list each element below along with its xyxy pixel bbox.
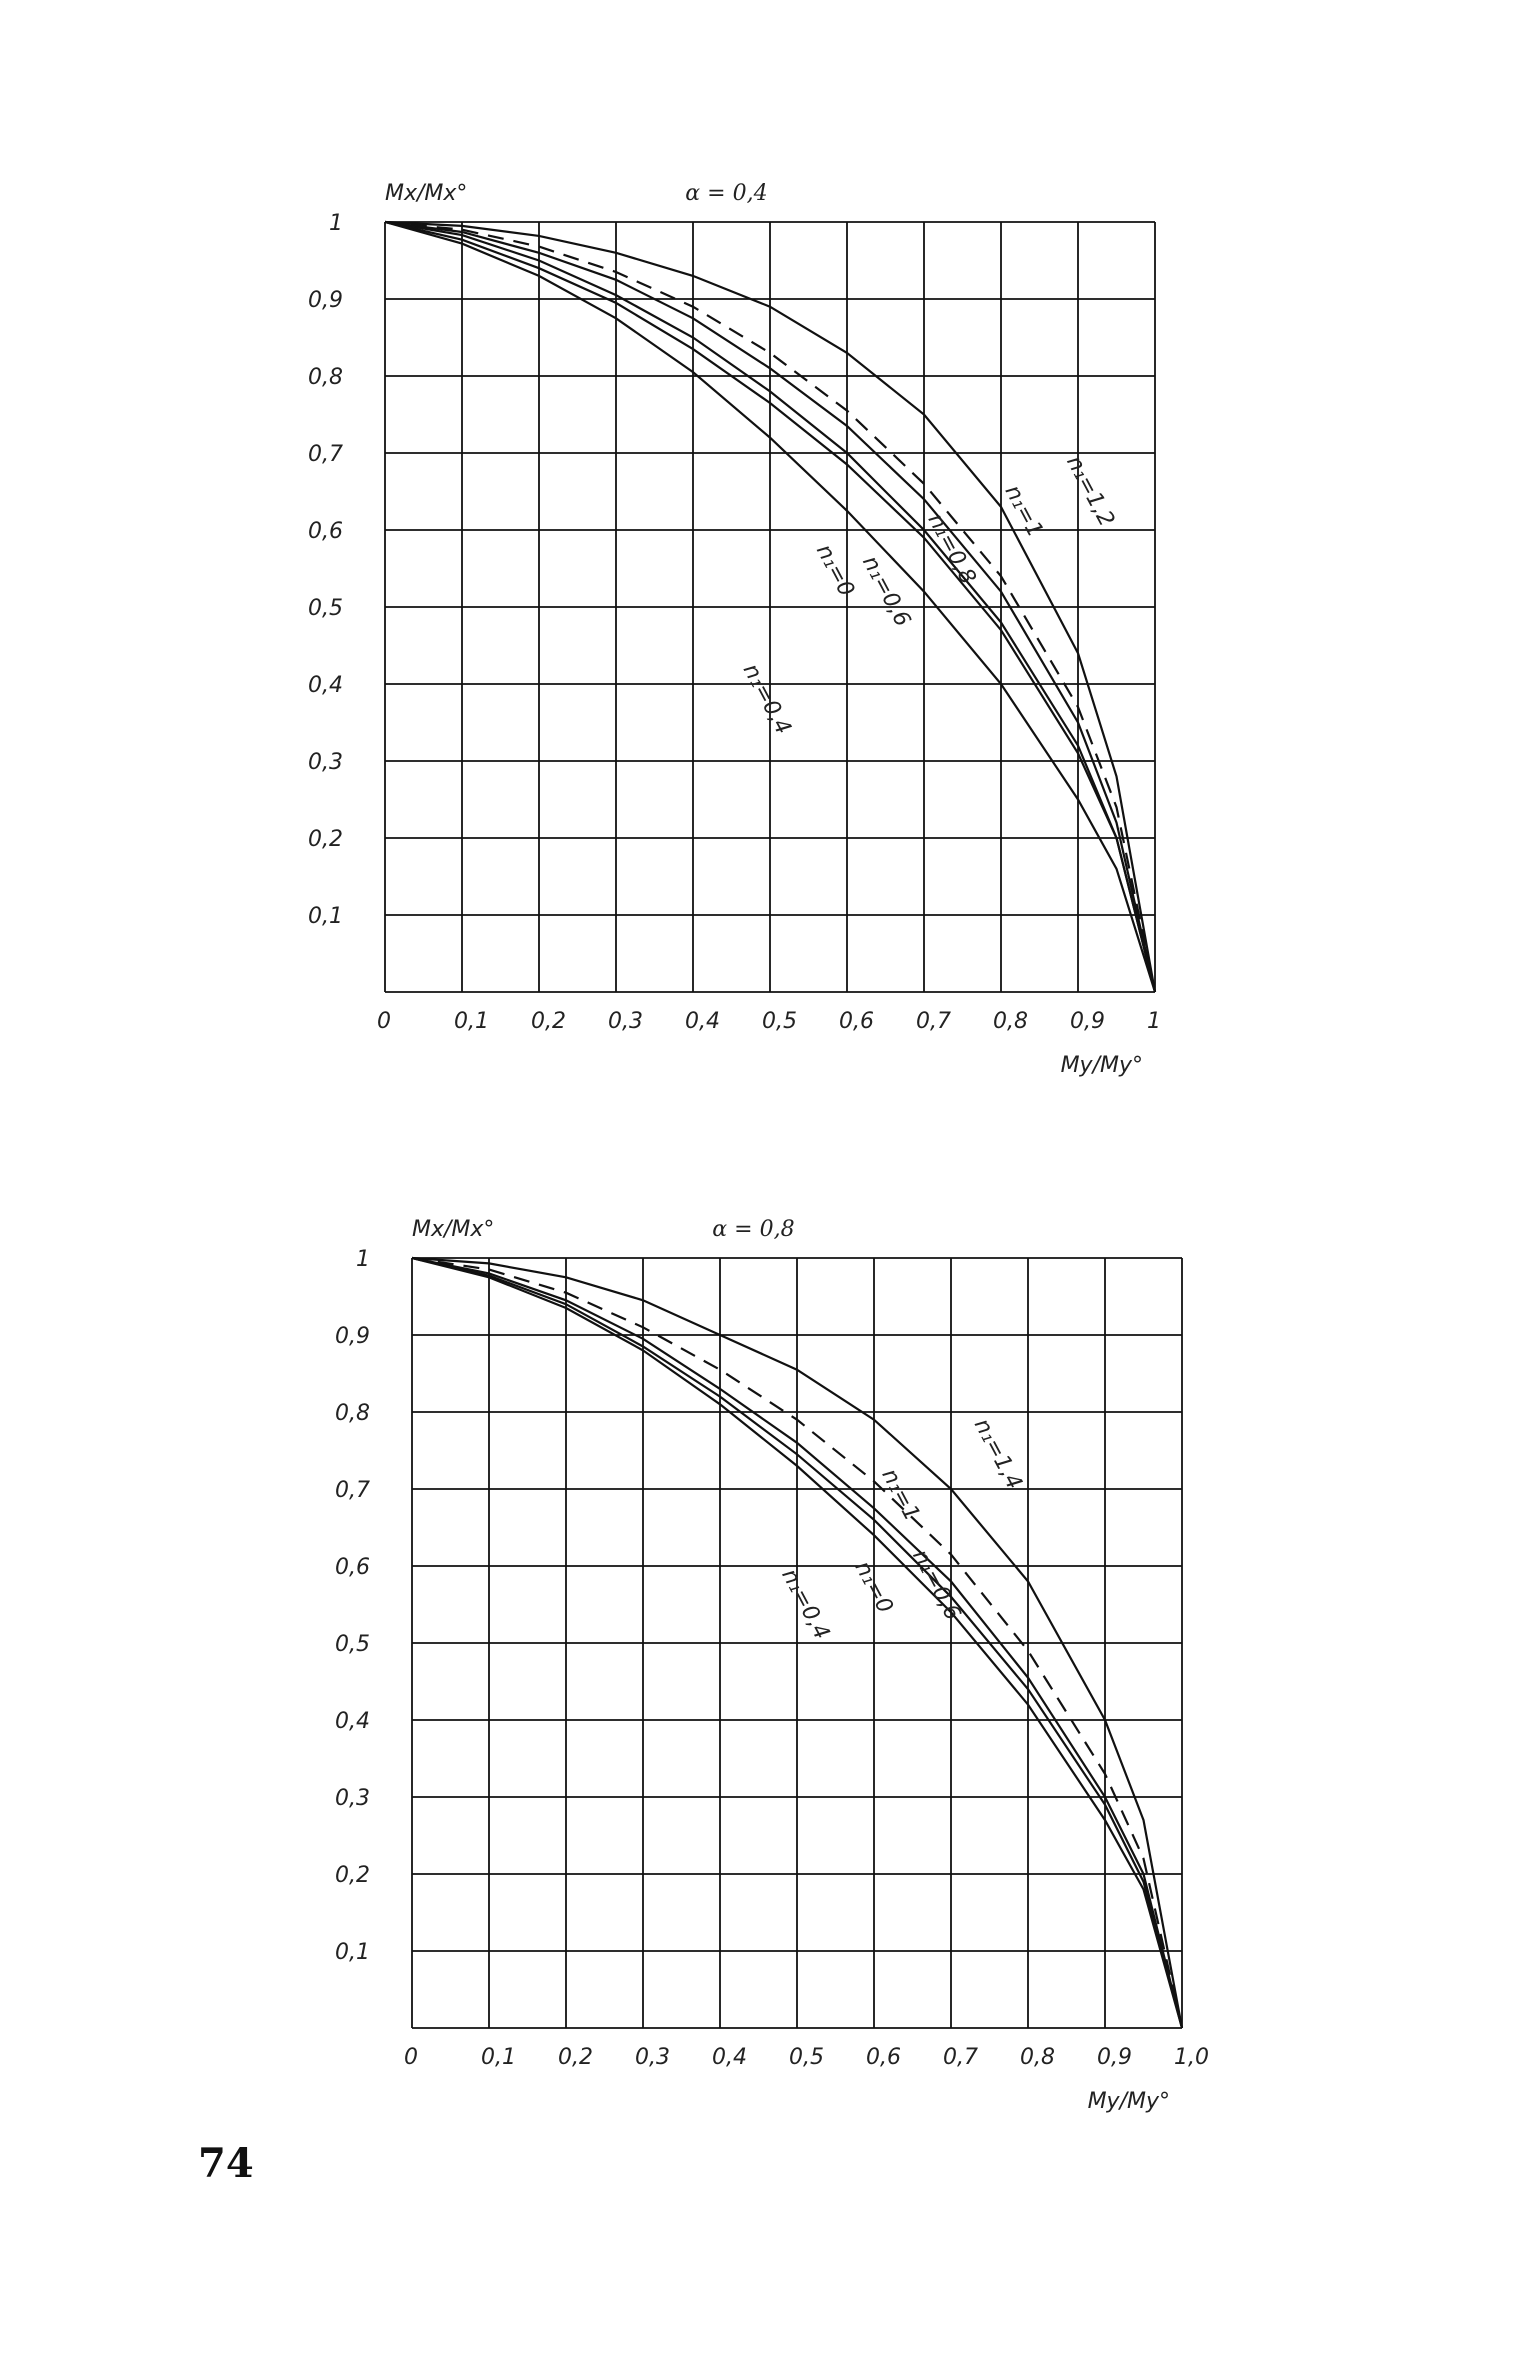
x-tick-label: 0,2	[558, 2045, 593, 2070]
y-tick-label: 0,4	[335, 1709, 370, 1734]
y-tick-label: 0,6	[308, 519, 343, 544]
x-tick-label: 0,6	[839, 1009, 874, 1034]
series-curve-n1-0-6	[384, 220, 1157, 993]
x-tick-label: 0,5	[762, 1009, 797, 1034]
x-tick-label: 0,3	[608, 1009, 643, 1034]
x-tick-label: 0,9	[1070, 1009, 1105, 1034]
y-tick-label: 0,8	[335, 1401, 370, 1426]
x-tick-label: 0	[404, 2045, 418, 2070]
series-curve-n1-1-4	[411, 1256, 1184, 2029]
y-tick-label: 0,2	[308, 827, 343, 852]
y-tick-label: 0,5	[308, 596, 343, 621]
page-number: 74	[198, 2140, 254, 2187]
series-label-n1-0-4: n₁=0,4	[776, 1565, 834, 1644]
x-tick-label: 0,8	[1020, 2045, 1055, 2070]
series-label-n1-1-4: n₁=1,4	[969, 1415, 1027, 1494]
y-tick-label: 0,1	[308, 904, 343, 929]
series-curve-n1-1	[411, 1256, 1184, 2029]
series-curve-n1-0-4	[411, 1256, 1184, 2029]
chart-title: α = 0,8	[712, 1217, 794, 1242]
series-label-n1-0: n₁=0	[811, 540, 859, 600]
chart-alpha-0-4: 0 0,1 0,2 0,3 0,4 0,5 0,6 0,7 0,8 0,9 1 0,1 0,2 0,3 0,…	[308, 181, 1161, 1078]
x-tick-label: 0,7	[943, 2045, 978, 2070]
series-curve-n1-0-4	[384, 220, 1157, 993]
chart-alpha-0-8: 0 0,1 0,2 0,3 0,4 0,5 0,6 0,7 0,8 0,9 1,0 0,1 0,2 0,3…	[335, 1217, 1209, 2114]
y-tick-label: 0,7	[335, 1478, 370, 1503]
x-tick-label: 0,4	[685, 1009, 720, 1034]
y-tick-label: 0,3	[335, 1786, 370, 1811]
y-tick-label: 0,1	[335, 1940, 370, 1965]
series-label-n1-1: n₁=1	[1000, 481, 1048, 541]
x-tick-label: 0,5	[789, 2045, 824, 2070]
y-axis-label: Mx/Mx°	[412, 1217, 494, 1242]
series-curve-n1-0-6	[411, 1256, 1184, 2029]
x-tick-label: 0,8	[993, 1009, 1028, 1034]
series-label-n1-0-6: n₁=0,6	[907, 1546, 965, 1625]
x-axis-label: My/My°	[1061, 1053, 1143, 1078]
y-tick-label: 0,8	[308, 365, 343, 390]
x-tick-label: 0,6	[866, 2045, 901, 2070]
y-tick-label: 0,6	[335, 1555, 370, 1580]
series-curve-n1-0-8	[384, 220, 1157, 993]
y-tick-label: 1	[356, 1247, 370, 1272]
series-curve-n1-1-2	[384, 220, 1157, 993]
x-tick-label: 0,3	[635, 2045, 670, 2070]
x-tick-label: 0,2	[531, 1009, 566, 1034]
series-label-n1-0-8: n₁=0,8	[923, 510, 981, 589]
y-axis-label: Mx/Mx°	[385, 181, 467, 206]
series-label-n1-0-4: n₁=0,4	[738, 660, 796, 739]
x-tick-label: 1,0	[1174, 2045, 1209, 2070]
series-curve-n1-1	[384, 220, 1157, 993]
y-tick-label: 1	[329, 211, 343, 236]
series-curve-n1-0	[411, 1256, 1184, 2029]
series-curve-n1-0	[384, 220, 1157, 993]
x-axis-label: My/My°	[1088, 2089, 1170, 2114]
chart-title: α = 0,4	[685, 181, 767, 206]
x-tick-label: 0,4	[712, 2045, 747, 2070]
y-tick-label: 0,5	[335, 1632, 370, 1657]
x-tick-label: 0,1	[454, 1009, 489, 1034]
x-tick-label: 0,7	[916, 1009, 951, 1034]
x-tick-label: 0,1	[481, 2045, 516, 2070]
y-tick-label: 0,3	[308, 750, 343, 775]
y-tick-label: 0,7	[308, 442, 343, 467]
x-tick-label: 1	[1147, 1009, 1161, 1034]
x-tick-label: 0,9	[1097, 2045, 1132, 2070]
y-tick-label: 0,2	[335, 1863, 370, 1888]
x-tick-label: 0	[377, 1009, 391, 1034]
series-label-n1-1-2: n₁=1,2	[1061, 452, 1119, 531]
y-tick-label: 0,9	[335, 1324, 370, 1349]
y-tick-label: 0,4	[308, 673, 343, 698]
y-tick-label: 0,9	[308, 288, 343, 313]
series-label-n1-0-6: n₁=0,6	[857, 552, 915, 631]
